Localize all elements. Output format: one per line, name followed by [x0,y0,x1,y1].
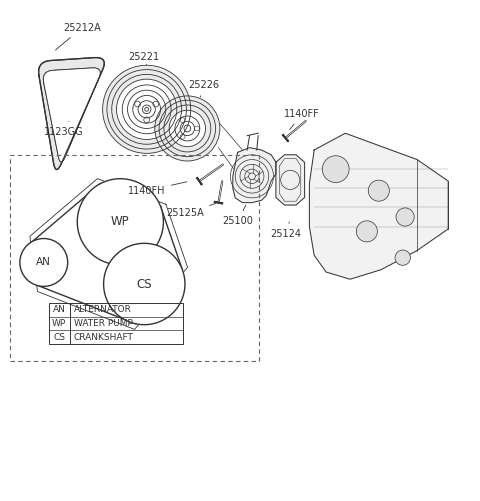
Bar [10,155,259,361]
Text: WATER PUMP: WATER PUMP [74,319,133,328]
Text: 1140FH: 1140FH [128,182,187,196]
Circle shape [117,79,177,139]
Polygon shape [38,58,104,169]
Text: 25100: 25100 [222,205,253,226]
Text: WP: WP [111,215,130,228]
Text: AN: AN [53,306,66,315]
Text: AN: AN [36,258,51,268]
Circle shape [155,96,220,161]
Text: 1140FF: 1140FF [284,109,320,130]
Circle shape [20,238,68,287]
Circle shape [169,110,205,147]
Circle shape [103,65,191,153]
Polygon shape [276,155,305,205]
Circle shape [356,221,377,242]
Circle shape [104,243,185,325]
Text: CRANKSHAFT: CRANKSHAFT [74,333,134,342]
Text: 25221: 25221 [129,52,160,65]
Text: 25125A: 25125A [167,203,216,218]
Bar [48,303,182,344]
Circle shape [323,156,349,182]
Text: 1123GG: 1123GG [44,121,84,137]
Text: WP: WP [52,319,66,328]
Circle shape [395,250,410,266]
Text: 25212A: 25212A [56,23,101,50]
Text: 25124: 25124 [270,222,301,239]
Circle shape [368,180,389,201]
Text: CS: CS [53,333,65,342]
Polygon shape [43,68,100,162]
Polygon shape [310,133,448,279]
Text: CS: CS [136,278,152,291]
Circle shape [77,179,163,265]
Polygon shape [233,148,276,202]
Text: 25226: 25226 [189,80,220,97]
Circle shape [396,208,414,226]
Text: ALTERNATOR: ALTERNATOR [74,306,132,315]
